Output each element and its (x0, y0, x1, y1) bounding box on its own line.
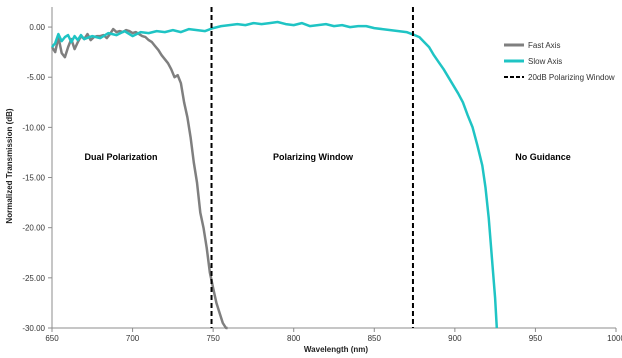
y-tick-label: -15.00 (22, 174, 45, 183)
legend-label-fast-axis: Fast Axis (528, 41, 560, 50)
x-axis-title: Wavelength (nm) (304, 345, 368, 354)
x-tick-label: 950 (529, 334, 543, 343)
annotation-dual-polarization: Dual Polarization (84, 152, 157, 162)
fast-axis-line (50, 27, 228, 330)
annotation-polarizing-window: Polarizing Window (273, 152, 354, 162)
y-tick-label: 0.00 (29, 23, 45, 32)
slow-axis-line (51, 20, 499, 329)
x-tick-label: 650 (45, 334, 59, 343)
annotation-no-guidance: No Guidance (515, 152, 571, 162)
legend-label-polarizing-window: 20dB Polarizing Window (528, 73, 615, 82)
y-axis-title: Normalized Transmission (dB) (5, 108, 14, 223)
x-tick-label: 900 (448, 334, 462, 343)
y-tick-label: -10.00 (22, 123, 45, 132)
y-tick-label: -30.00 (22, 324, 45, 333)
y-tick-label: -20.00 (22, 224, 45, 233)
legend-label-slow-axis: Slow Axis (528, 57, 562, 66)
x-tick-label: 800 (287, 334, 301, 343)
y-tick-label: -5.00 (27, 73, 46, 82)
x-tick-label: 700 (126, 334, 140, 343)
series-layer (50, 7, 499, 330)
y-tick-label: -25.00 (22, 274, 45, 283)
x-tick-label: 850 (368, 334, 382, 343)
legend: Fast Axis Slow Axis 20dB Polarizing Wind… (504, 41, 615, 82)
x-tick-label: 750 (206, 334, 220, 343)
